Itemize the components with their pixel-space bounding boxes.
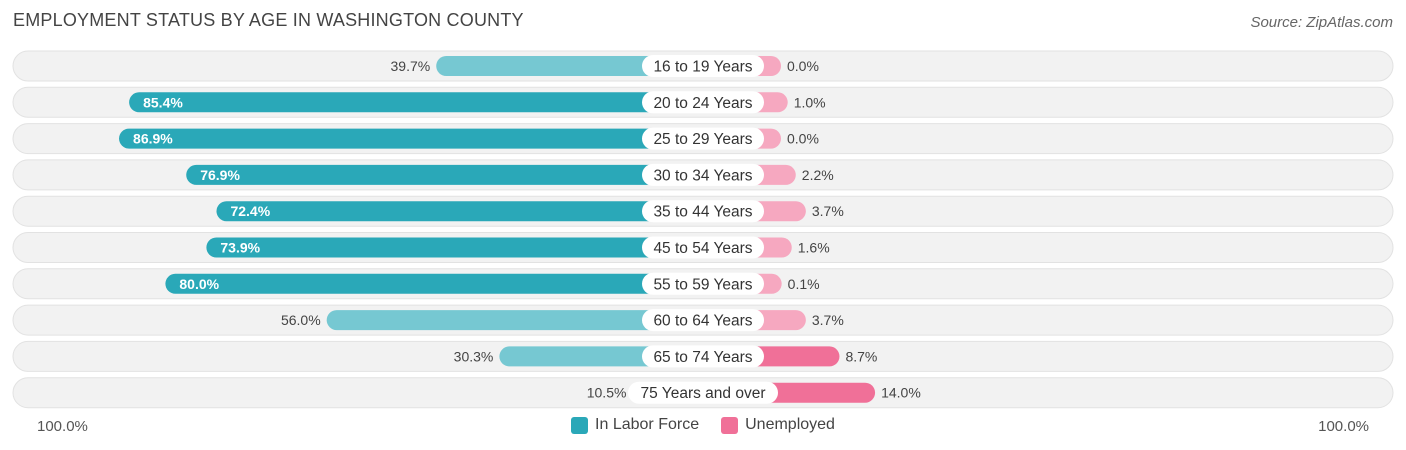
category-label: 60 to 64 Years [653, 313, 752, 330]
chart-title: EMPLOYMENT STATUS BY AGE IN WASHINGTON C… [13, 10, 524, 30]
bar-labor-force[interactable] [186, 164, 713, 185]
value-label-unemployed: 1.0% [794, 94, 826, 110]
category-label: 16 to 19 Years [653, 59, 752, 76]
value-label-unemployed: 2.2% [802, 167, 834, 183]
bar-labor-force[interactable] [216, 201, 714, 222]
bar-labor-force[interactable] [206, 237, 713, 258]
legend-swatch-unemployed [721, 416, 739, 434]
value-label-unemployed: 0.0% [787, 131, 819, 147]
source-label: Source: ZipAtlas.com [1250, 14, 1393, 31]
value-label-unemployed: 0.0% [787, 58, 819, 74]
value-label-unemployed: 1.6% [798, 240, 830, 256]
value-label-unemployed: 3.7% [812, 312, 844, 328]
category-label-bg [642, 309, 764, 332]
value-label-labor-force: 39.7% [391, 58, 431, 74]
legend-item-unemployed[interactable]: Unemployed [721, 416, 835, 434]
category-label-bg [642, 272, 764, 295]
value-label-labor-force: 85.4% [143, 94, 183, 110]
category-label: 45 to 54 Years [653, 240, 752, 257]
value-label-unemployed: 8.7% [845, 348, 877, 364]
value-label-unemployed: 14.0% [881, 385, 921, 401]
axis-right-label: 100.0% [1318, 418, 1369, 435]
category-label: 35 to 44 Years [653, 204, 752, 221]
category-label-bg [642, 127, 764, 150]
bar-labor-force[interactable] [119, 128, 714, 149]
category-label: 65 to 74 Years [653, 349, 752, 366]
category-label-bg [642, 91, 764, 114]
category-label: 75 Years and over [641, 385, 766, 402]
category-label-bg [628, 381, 778, 404]
bar-labor-force[interactable] [165, 273, 713, 294]
category-label-bg [642, 200, 764, 223]
value-label-unemployed: 0.1% [788, 276, 820, 292]
bar-labor-force[interactable] [326, 310, 713, 331]
legend: In Labor Force Unemployed [0, 416, 1406, 434]
category-label-bg [642, 163, 764, 186]
category-label: 25 to 29 Years [653, 131, 752, 148]
value-label-labor-force: 80.0% [179, 276, 219, 292]
legend-label-labor-force: In Labor Force [595, 416, 700, 433]
chart-plot: 16 to 19 Years 39.7% 0.0% 20 to 24 Years 85.… [12, 50, 1394, 409]
axis-left-label: 100.0% [37, 418, 88, 435]
bar-labor-force[interactable] [129, 92, 713, 113]
value-label-labor-force: 10.5% [587, 385, 627, 401]
category-label-bg [642, 345, 764, 368]
category-label: 20 to 24 Years [653, 95, 752, 112]
category-label-bg [642, 55, 764, 77]
category-label: 55 to 59 Years [653, 276, 752, 293]
value-label-labor-force: 73.9% [220, 240, 260, 256]
value-label-labor-force: 56.0% [281, 312, 321, 328]
category-label-bg [642, 236, 764, 259]
value-label-unemployed: 3.7% [812, 203, 844, 219]
value-label-labor-force: 30.3% [454, 348, 494, 364]
value-label-labor-force: 76.9% [200, 167, 240, 183]
legend-label-unemployed: Unemployed [745, 416, 835, 433]
legend-swatch-labor-force [571, 416, 589, 434]
value-label-labor-force: 86.9% [133, 131, 173, 147]
legend-item-labor-force[interactable]: In Labor Force [571, 416, 699, 434]
value-label-labor-force: 72.4% [230, 203, 270, 219]
category-label: 30 to 34 Years [653, 167, 752, 184]
